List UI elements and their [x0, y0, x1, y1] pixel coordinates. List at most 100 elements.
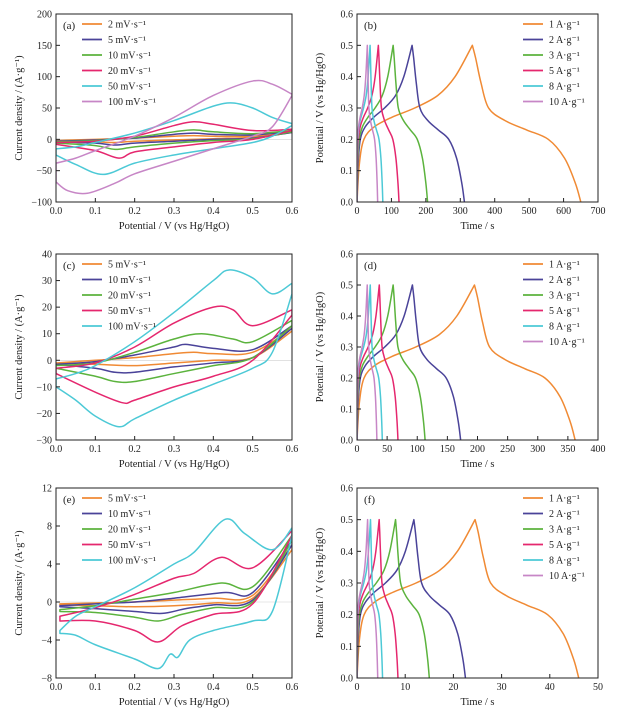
y-axis-label: Potential / V (vs Hg/HgO) — [315, 527, 326, 638]
legend-entry: 5 A·g⁻¹ — [549, 540, 580, 551]
x-tick-label: 200 — [418, 206, 433, 217]
series-line — [56, 102, 292, 176]
x-axis-label: Potential / V (vs Hg/HgO) — [119, 459, 230, 470]
series-line — [59, 518, 292, 670]
series-line — [357, 284, 576, 440]
legend-entry: 5 A·g⁻¹ — [549, 306, 580, 317]
y-axis-label: Current density / (A·g⁻¹) — [14, 530, 25, 636]
series-line — [357, 284, 399, 440]
y-tick-label: 0.4 — [341, 547, 354, 558]
y-tick-label: 0.4 — [341, 72, 354, 83]
x-tick-label: 0.0 — [50, 206, 63, 217]
x-tick-label: 0 — [355, 444, 360, 455]
legend-entry: 2 A·g⁻¹ — [549, 35, 580, 46]
y-tick-label: 0.5 — [341, 515, 354, 526]
x-tick-label: 0.5 — [246, 206, 259, 217]
series-line — [357, 518, 399, 678]
y-tick-label: 10 — [42, 329, 52, 340]
x-tick-label: 300 — [530, 444, 545, 455]
y-tick-label: 0.0 — [341, 198, 354, 209]
y-tick-label: 100 — [37, 72, 52, 83]
legend-entry: 100 mV·s⁻¹ — [108, 322, 156, 333]
x-axis-label: Time / s — [460, 221, 494, 232]
legend-entry: 8 A·g⁻¹ — [549, 556, 580, 567]
legend-entry: 20 mV·s⁻¹ — [108, 66, 151, 77]
series-line — [357, 518, 467, 678]
legend-entry: 100 mV·s⁻¹ — [108, 97, 156, 108]
x-tick-label: 0.2 — [128, 444, 141, 455]
y-tick-label: 0.2 — [341, 374, 354, 385]
y-tick-label: −10 — [36, 382, 52, 393]
y-tick-label: 0.2 — [341, 610, 354, 621]
legend-entry: 3 A·g⁻¹ — [549, 51, 580, 62]
legend-entry: 50 mV·s⁻¹ — [108, 540, 151, 551]
legend-entry: 8 A·g⁻¹ — [549, 322, 580, 333]
series-line — [59, 534, 292, 622]
x-tick-label: 40 — [545, 682, 555, 693]
x-axis-label: Time / s — [460, 697, 494, 708]
y-tick-label: −20 — [36, 409, 52, 420]
x-tick-label: 700 — [591, 206, 606, 217]
legend-entry: 2 A·g⁻¹ — [549, 509, 580, 520]
y-tick-label: 0.6 — [341, 250, 354, 261]
x-tick-label: 0 — [355, 206, 360, 217]
y-tick-label: 8 — [47, 522, 52, 533]
x-tick-label: 400 — [487, 206, 502, 217]
legend-entry: 20 mV·s⁻¹ — [108, 525, 151, 536]
x-tick-label: 0.6 — [286, 682, 299, 693]
x-tick-label: 0.6 — [286, 444, 299, 455]
x-tick-label: 100 — [384, 206, 399, 217]
series-line — [56, 324, 292, 374]
series-line — [357, 44, 429, 202]
legend-entry: 50 mV·s⁻¹ — [108, 306, 151, 317]
y-tick-label: 40 — [42, 250, 52, 261]
series-line — [357, 44, 400, 202]
y-tick-label: 0.0 — [341, 674, 354, 685]
x-tick-label: 0.3 — [168, 444, 181, 455]
legend-entry: 10 A·g⁻¹ — [549, 571, 585, 582]
y-tick-label: 20 — [42, 303, 52, 314]
y-tick-label: 0 — [47, 598, 52, 609]
x-axis-label: Time / s — [460, 459, 494, 470]
legend-entry: 2 A·g⁻¹ — [549, 275, 580, 286]
legend-entry: 5 mV·s⁻¹ — [108, 494, 146, 505]
panel-label: (e) — [63, 494, 76, 506]
x-tick-label: 0.3 — [168, 682, 181, 693]
y-tick-label: 0.3 — [341, 104, 354, 115]
y-tick-label: 0.6 — [341, 10, 354, 21]
x-tick-label: 200 — [470, 444, 485, 455]
y-tick-label: 0 — [47, 356, 52, 367]
legend-entry: 10 mV·s⁻¹ — [108, 51, 151, 62]
x-tick-label: 0.4 — [207, 682, 220, 693]
x-axis-label: Potential / V (vs Hg/HgO) — [119, 697, 230, 708]
x-tick-label: 0.4 — [207, 444, 220, 455]
y-tick-label: −100 — [31, 198, 52, 209]
y-tick-label: 0.1 — [341, 642, 354, 653]
y-axis-label: Potential / V (vs Hg/HgO) — [315, 291, 326, 402]
x-tick-label: 500 — [522, 206, 537, 217]
legend-entry: 8 A·g⁻¹ — [549, 82, 580, 93]
series-line — [56, 305, 292, 405]
chart-panel: 0.0 0.1 0.2 0.3 0.4 0.5 0.6 −100 −50 0 50 100 150 200… — [14, 10, 298, 233]
x-tick-label: 0.1 — [89, 682, 102, 693]
legend-entry: 5 mV·s⁻¹ — [108, 35, 146, 46]
x-tick-label: 0.0 — [50, 444, 63, 455]
series-line — [56, 130, 292, 146]
x-tick-label: 0.5 — [246, 682, 259, 693]
legend-entry: 10 A·g⁻¹ — [549, 337, 585, 348]
y-tick-label: 150 — [37, 41, 52, 52]
y-tick-label: 0.5 — [341, 41, 354, 52]
y-axis-label: Potential / V (vs Hg/HgO) — [315, 52, 326, 163]
x-tick-label: 0.1 — [89, 444, 102, 455]
legend-entry: 5 A·g⁻¹ — [549, 66, 580, 77]
y-tick-label: −8 — [41, 674, 52, 685]
x-tick-label: 100 — [410, 444, 425, 455]
legend-entry: 20 mV·s⁻¹ — [108, 291, 151, 302]
chart-panel: 0 50 100 150 200 250 300 350 400 0.0 0.1 0.2 0.3 0.4 0… — [315, 250, 606, 471]
y-tick-label: −50 — [36, 166, 52, 177]
legend-entry: 3 A·g⁻¹ — [549, 291, 580, 302]
chart-panel: 0.0 0.1 0.2 0.3 0.4 0.5 0.6 −30 −20 −10 0 10 20 30 40 P… — [14, 250, 298, 471]
x-tick-label: 0.1 — [89, 206, 102, 217]
y-tick-label: 0 — [47, 135, 52, 146]
series-line — [59, 539, 292, 615]
